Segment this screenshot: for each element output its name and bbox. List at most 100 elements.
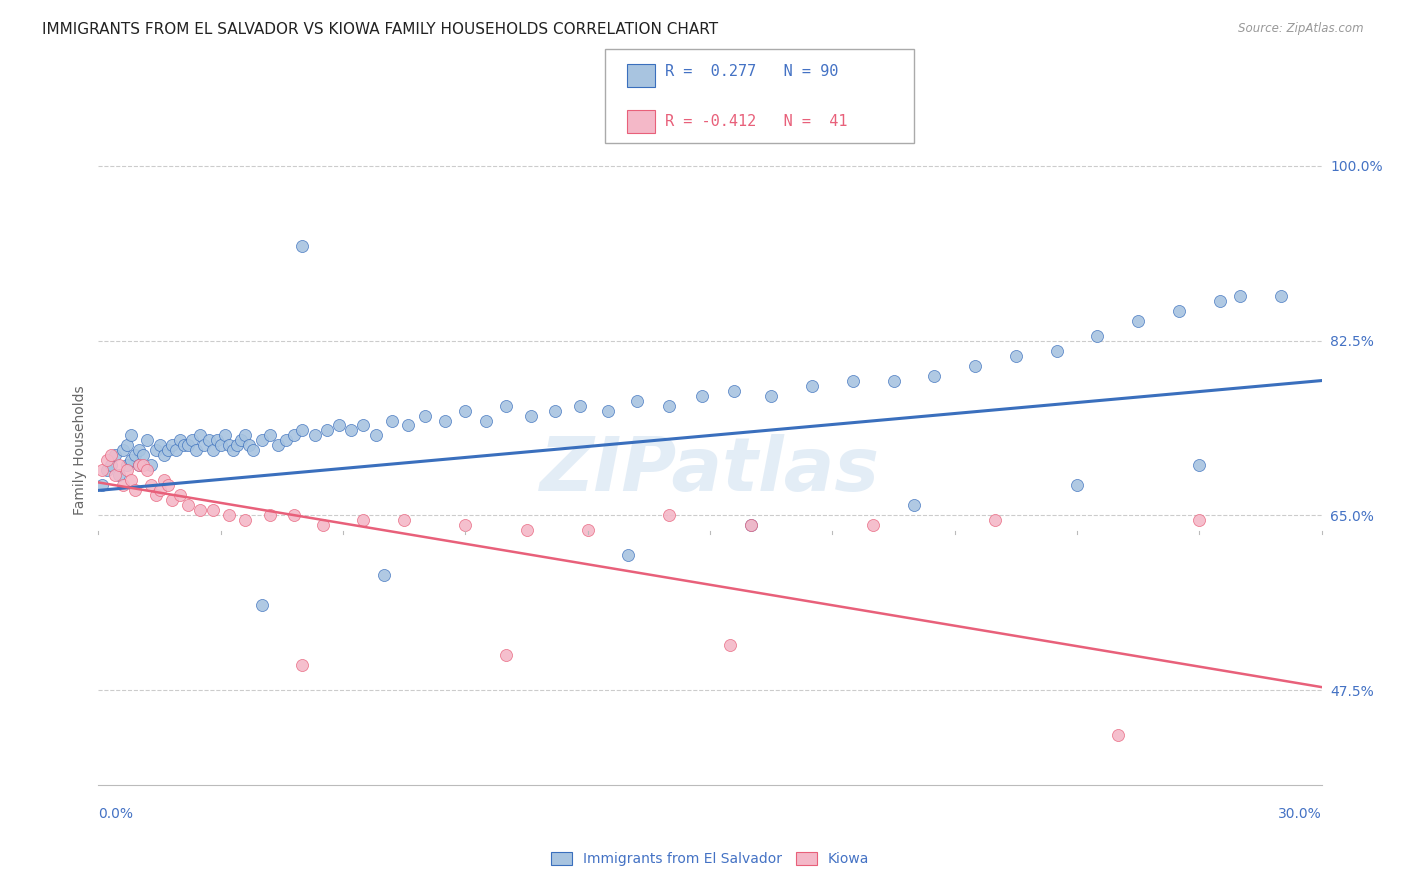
Point: [658, 399, 681, 413]
Point: [1107, 728, 1129, 742]
Point: [1270, 288, 1292, 302]
Point: [801, 378, 824, 392]
Point: [291, 424, 314, 438]
Point: [291, 239, 314, 253]
Point: [1045, 343, 1069, 358]
Point: [626, 393, 648, 408]
Point: [364, 428, 387, 442]
Point: [96, 463, 118, 477]
Point: [104, 449, 127, 463]
Point: [115, 458, 138, 473]
Point: [617, 549, 640, 563]
Point: [1229, 288, 1251, 302]
Point: [201, 443, 224, 458]
Point: [984, 513, 1007, 527]
Point: [454, 518, 477, 533]
Point: [226, 438, 249, 452]
Point: [100, 449, 122, 463]
Point: [862, 518, 884, 533]
Text: R = -0.412   N =  41: R = -0.412 N = 41: [665, 114, 848, 129]
Point: [267, 438, 290, 452]
Point: [128, 458, 150, 473]
Point: [454, 403, 477, 417]
Point: [903, 499, 925, 513]
Text: Source: ZipAtlas.com: Source: ZipAtlas.com: [1239, 22, 1364, 36]
Text: IMMIGRANTS FROM EL SALVADOR VS KIOWA FAMILY HOUSEHOLDS CORRELATION CHART: IMMIGRANTS FROM EL SALVADOR VS KIOWA FAM…: [42, 22, 718, 37]
Point: [165, 443, 187, 458]
Point: [568, 399, 591, 413]
Point: [141, 458, 163, 473]
Point: [690, 388, 713, 402]
Point: [231, 434, 253, 448]
Point: [218, 438, 240, 452]
Point: [111, 478, 134, 492]
Point: [152, 449, 174, 463]
Text: ZIPatlas: ZIPatlas: [540, 434, 880, 507]
Point: [173, 438, 195, 452]
Point: [111, 443, 134, 458]
Point: [250, 434, 273, 448]
Point: [160, 438, 183, 452]
Point: [495, 399, 517, 413]
Point: [104, 468, 127, 483]
Point: [177, 499, 200, 513]
Point: [1188, 513, 1211, 527]
Point: [723, 384, 745, 398]
Point: [1209, 293, 1232, 308]
Point: [197, 434, 219, 448]
Point: [128, 443, 150, 458]
Point: [381, 413, 404, 427]
Point: [177, 438, 200, 452]
Point: [576, 524, 599, 538]
Point: [373, 568, 395, 582]
Point: [965, 359, 987, 373]
Point: [883, 374, 905, 388]
Point: [201, 503, 224, 517]
Point: [396, 418, 419, 433]
Point: [132, 458, 155, 473]
Point: [132, 449, 155, 463]
Point: [152, 474, 174, 488]
Point: [136, 434, 159, 448]
Point: [352, 418, 374, 433]
Point: [128, 458, 150, 473]
Point: [315, 424, 337, 438]
Point: [108, 458, 131, 473]
Point: [274, 434, 297, 448]
Point: [188, 503, 212, 517]
Point: [193, 438, 215, 452]
Point: [238, 438, 260, 452]
Point: [1188, 458, 1211, 473]
Point: [1128, 313, 1150, 327]
Point: [209, 438, 232, 452]
Point: [124, 483, 146, 498]
Point: [242, 443, 264, 458]
Point: [115, 463, 138, 477]
Point: [304, 428, 326, 442]
Point: [283, 428, 305, 442]
Point: [718, 638, 742, 652]
Point: [120, 428, 142, 442]
Y-axis label: Family Households: Family Households: [73, 385, 87, 516]
Point: [145, 443, 167, 458]
Point: [214, 428, 236, 442]
Point: [1167, 303, 1189, 318]
Point: [1066, 478, 1088, 492]
Point: [186, 443, 208, 458]
Point: [658, 508, 681, 523]
Point: [761, 388, 783, 402]
Text: R =  0.277   N = 90: R = 0.277 N = 90: [665, 64, 838, 78]
Point: [250, 599, 273, 613]
Point: [91, 478, 114, 492]
Point: [222, 443, 245, 458]
Point: [392, 513, 416, 527]
Point: [413, 409, 436, 423]
Point: [108, 468, 131, 483]
Point: [598, 403, 620, 417]
Point: [740, 518, 762, 533]
Point: [434, 413, 457, 427]
Point: [740, 518, 762, 533]
Point: [328, 418, 350, 433]
Point: [516, 524, 538, 538]
Point: [259, 428, 281, 442]
